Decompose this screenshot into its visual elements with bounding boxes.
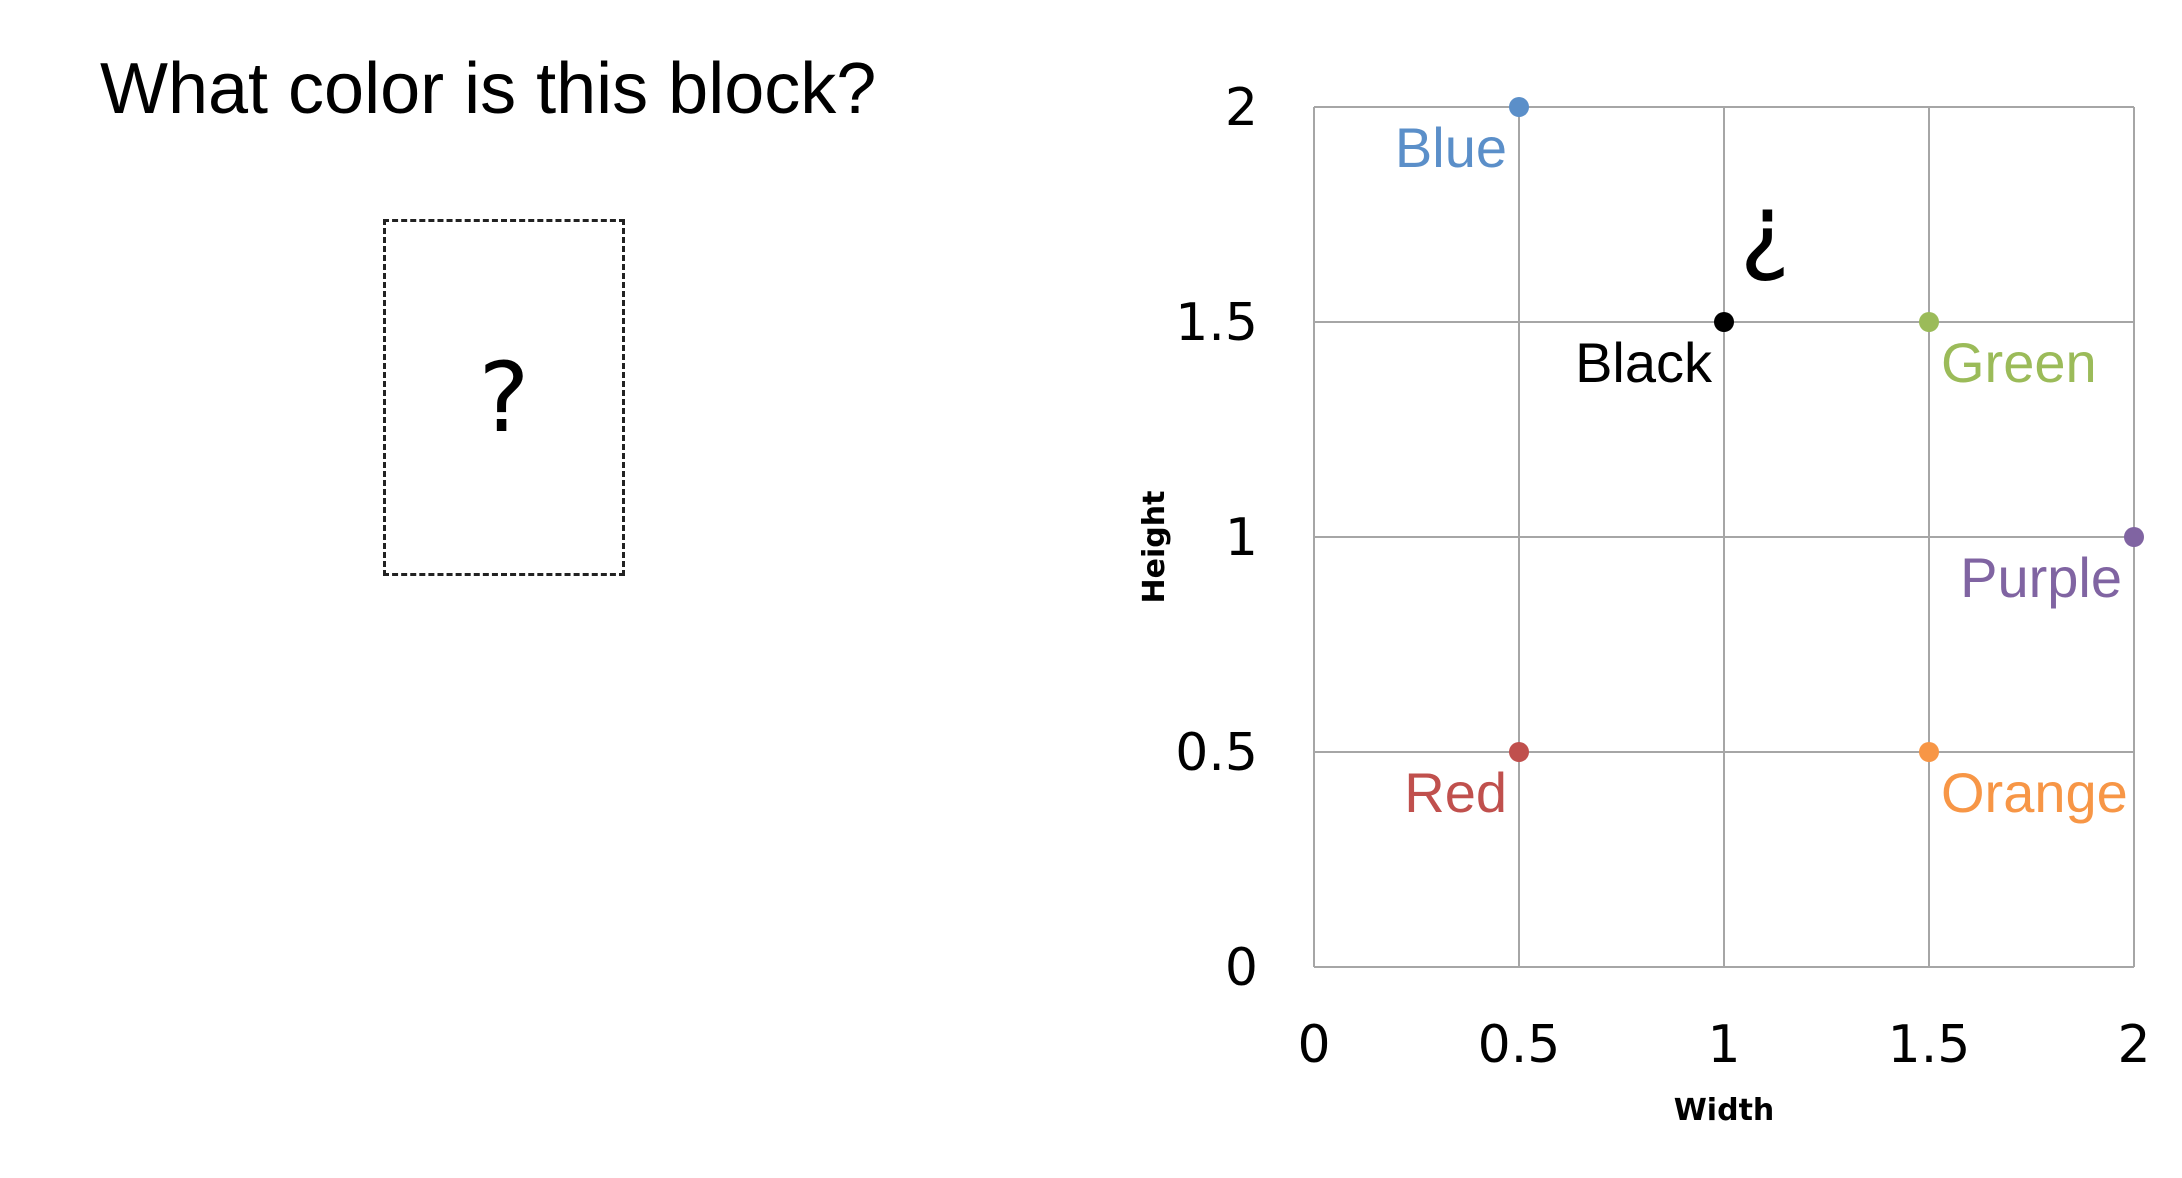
point-label-purple: Purple: [1960, 546, 2122, 609]
point-black: [1714, 312, 1734, 332]
y-tick-label: 0.5: [1175, 723, 1258, 783]
point-blue: [1509, 97, 1529, 117]
x-tick-label: 2: [2117, 1015, 2150, 1075]
point-purple: [2124, 527, 2144, 547]
chart-points: Blue Black Green Purple Red Orange: [1395, 97, 2144, 824]
point-label-red: Red: [1404, 761, 1507, 824]
x-tick-label: 0: [1297, 1015, 1330, 1075]
y-tick-label: 2: [1225, 78, 1258, 138]
point-label-green: Green: [1941, 331, 2097, 394]
chart-grid: [1313, 106, 2135, 968]
point-green: [1919, 312, 1939, 332]
y-tick-label: 1: [1225, 508, 1258, 568]
mystery-block-mark: ?: [478, 341, 530, 454]
x-tick-label: 1.5: [1888, 1015, 1971, 1075]
point-red: [1509, 742, 1529, 762]
x-axis-ticks: 0 0.5 1 1.5 2: [1297, 1015, 2150, 1075]
point-orange: [1919, 742, 1939, 762]
chart-annotation-question-mark: ?: [1740, 187, 1791, 299]
y-tick-label: 0: [1225, 938, 1258, 998]
point-label-orange: Orange: [1941, 761, 2128, 824]
y-axis-ticks: 0 0.5 1 1.5 2: [1175, 78, 1258, 998]
mystery-block: ?: [383, 219, 625, 576]
x-tick-label: 0.5: [1478, 1015, 1561, 1075]
point-label-blue: Blue: [1395, 116, 1507, 179]
question-title: What color is this block?: [100, 49, 877, 129]
x-tick-label: 1: [1707, 1015, 1740, 1075]
point-label-black: Black: [1575, 331, 1713, 394]
y-axis-title: Height: [1137, 491, 1172, 604]
x-axis-title: Width: [1674, 1093, 1775, 1128]
y-tick-label: 1.5: [1175, 293, 1258, 353]
